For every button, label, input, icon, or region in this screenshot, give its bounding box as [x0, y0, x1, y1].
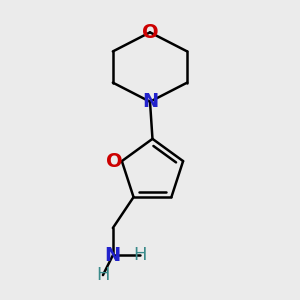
Text: O: O [106, 152, 123, 171]
Text: N: N [105, 246, 121, 265]
Text: O: O [142, 23, 158, 42]
Text: N: N [142, 92, 158, 111]
Text: H: H [96, 266, 110, 284]
Text: H: H [133, 246, 147, 264]
